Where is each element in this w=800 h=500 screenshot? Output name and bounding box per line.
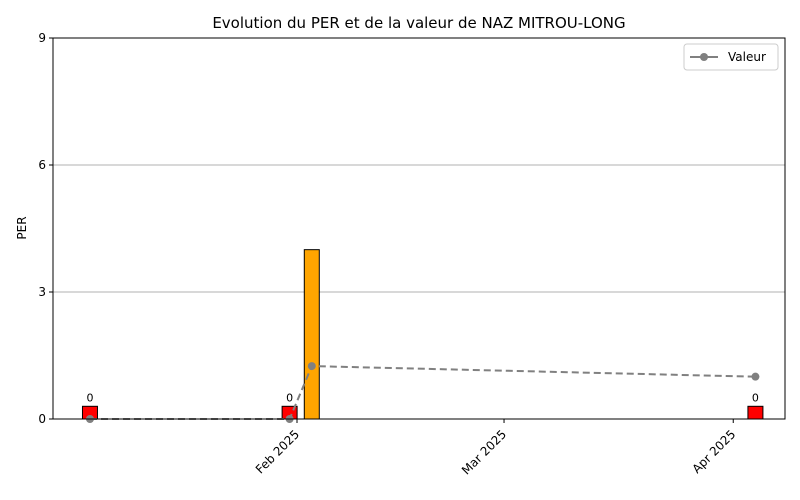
bar-value-label: 0 bbox=[86, 391, 93, 404]
legend-label-valeur: Valeur bbox=[728, 50, 766, 64]
chart-title: Evolution du PER et de la valeur de NAZ … bbox=[212, 14, 625, 32]
bar bbox=[303, 249, 320, 420]
y-tick-label: 0 bbox=[38, 412, 46, 426]
series-point bbox=[307, 362, 316, 371]
y-tick-label: 6 bbox=[38, 158, 46, 172]
grid-layer bbox=[53, 164, 785, 293]
y-tick-label: 3 bbox=[38, 285, 46, 299]
bar bbox=[747, 405, 764, 420]
bar-value-label: 0 bbox=[286, 391, 293, 404]
tick-layer: 0 3 6 9 Feb 2025 Mar 2025 Apr 2025 bbox=[38, 31, 738, 477]
legend: Valeur bbox=[683, 43, 779, 71]
x-tick-label: Feb 2025 bbox=[253, 427, 302, 476]
x-tick-label: Mar 2025 bbox=[459, 427, 509, 477]
x-tick-label: Apr 2025 bbox=[689, 427, 738, 476]
series-point bbox=[751, 372, 760, 381]
bar-layer: 0 0 0 bbox=[81, 249, 764, 420]
y-axis-label: PER bbox=[15, 216, 29, 239]
plot-frame bbox=[52, 37, 786, 420]
y-tick-label: 9 bbox=[38, 31, 46, 45]
line-layer bbox=[85, 362, 760, 423]
legend-box bbox=[683, 43, 779, 71]
bar-value-label: 0 bbox=[752, 391, 759, 404]
series-line-valeur bbox=[90, 365, 756, 420]
axes-layer bbox=[52, 37, 786, 420]
legend-marker bbox=[700, 53, 708, 61]
